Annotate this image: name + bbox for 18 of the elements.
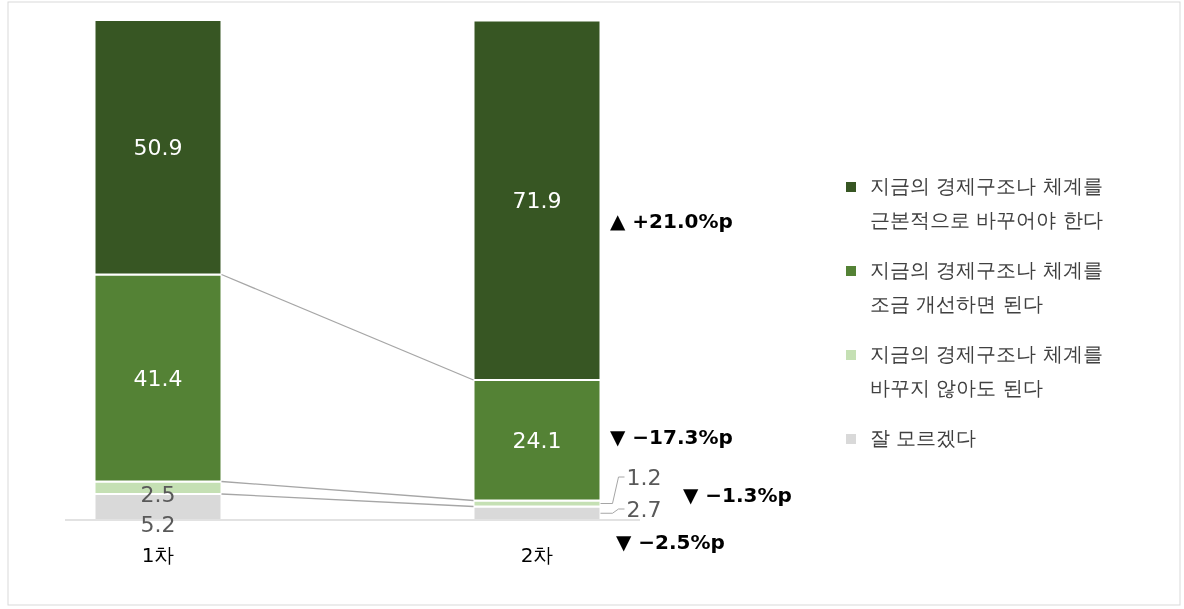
data-label: 41.4 [133,366,183,391]
x-tick-label: 2차 [520,543,554,567]
text: ▼ −2.5%p [616,530,725,554]
data-label: 2.5 [140,482,176,507]
legend-label: 지금의 경제구조나 체계를 근본적으로 바꾸어야 한다 [870,174,1103,232]
annotation: ▼ −17.3%p [610,425,733,449]
data-label: 24.1 [512,428,562,454]
data-label: 5.2 [140,512,176,537]
data-label: 50.9 [133,135,183,161]
annotation: ▲ +21.0%p [610,209,733,233]
text: ▼ −1.3%p [683,483,792,507]
data-label: 71.9 [512,188,562,214]
x-tick-label: 1차 [141,543,175,567]
data-label: 2.7 [626,497,662,522]
data-label: 1.2 [626,465,662,490]
legend-label: 지금의 경제구조나 체계를 조금 개선하면 된다 [870,258,1103,316]
legend-label: 지금의 경제구조나 체계를 바꾸지 않아도 된다 [870,342,1103,400]
legend-label: 잘 모르겠다 [870,426,977,450]
